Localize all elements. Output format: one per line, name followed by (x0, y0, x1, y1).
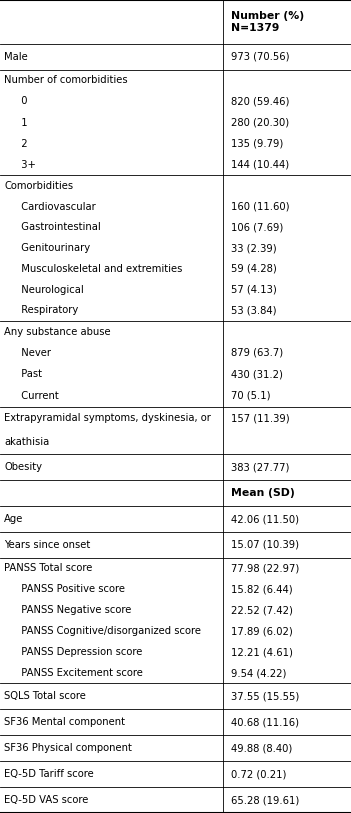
Text: Respiratory: Respiratory (15, 306, 78, 315)
Text: Neurological: Neurological (15, 285, 84, 294)
Text: Any substance abuse: Any substance abuse (4, 327, 111, 337)
Text: PANSS Positive score: PANSS Positive score (15, 585, 125, 594)
Text: PANSS Cognitive/disorganized score: PANSS Cognitive/disorganized score (15, 626, 201, 636)
Text: 430 (31.2): 430 (31.2) (231, 369, 283, 380)
Text: Years since onset: Years since onset (4, 540, 91, 550)
Text: Obesity: Obesity (4, 463, 42, 472)
Text: 49.88 (8.40): 49.88 (8.40) (231, 743, 292, 753)
Text: 17.89 (6.02): 17.89 (6.02) (231, 626, 293, 636)
Text: 157 (11.39): 157 (11.39) (231, 414, 290, 424)
Text: akathisia: akathisia (4, 437, 49, 447)
Text: 0: 0 (15, 97, 27, 107)
Text: 383 (27.77): 383 (27.77) (231, 463, 289, 472)
Text: EQ-5D VAS score: EQ-5D VAS score (4, 795, 88, 805)
Text: Past: Past (15, 369, 42, 380)
Text: 65.28 (19.61): 65.28 (19.61) (231, 795, 299, 805)
Text: 15.07 (10.39): 15.07 (10.39) (231, 540, 299, 550)
Text: Never: Never (15, 348, 51, 358)
Text: 33 (2.39): 33 (2.39) (231, 243, 277, 253)
Text: Number of comorbidities: Number of comorbidities (4, 76, 128, 85)
Text: 1: 1 (15, 118, 27, 128)
Text: PANSS Excitement score: PANSS Excitement score (15, 668, 143, 678)
Text: Musculoskeletal and extremities: Musculoskeletal and extremities (15, 264, 182, 274)
Text: EQ-5D Tariff score: EQ-5D Tariff score (4, 769, 94, 779)
Text: Genitourinary: Genitourinary (15, 243, 90, 253)
Text: Extrapyramidal symptoms, dyskinesia, or: Extrapyramidal symptoms, dyskinesia, or (4, 414, 211, 424)
Text: 135 (9.79): 135 (9.79) (231, 139, 283, 149)
Text: 9.54 (4.22): 9.54 (4.22) (231, 668, 286, 678)
Text: 144 (10.44): 144 (10.44) (231, 160, 289, 170)
Text: 160 (11.60): 160 (11.60) (231, 202, 289, 211)
Text: Gastrointestinal: Gastrointestinal (15, 222, 100, 233)
Text: 40.68 (11.16): 40.68 (11.16) (231, 717, 299, 728)
Text: PANSS Depression score: PANSS Depression score (15, 647, 142, 657)
Text: Comorbidities: Comorbidities (4, 180, 73, 191)
Text: 59 (4.28): 59 (4.28) (231, 264, 277, 274)
Text: 879 (63.7): 879 (63.7) (231, 348, 283, 358)
Text: 37.55 (15.55): 37.55 (15.55) (231, 691, 299, 702)
Text: 973 (70.56): 973 (70.56) (231, 52, 289, 62)
Text: 3+: 3+ (15, 160, 35, 170)
Text: 280 (20.30): 280 (20.30) (231, 118, 289, 128)
Text: 12.21 (4.61): 12.21 (4.61) (231, 647, 293, 657)
Text: 15.82 (6.44): 15.82 (6.44) (231, 585, 292, 594)
Text: Cardiovascular: Cardiovascular (15, 202, 95, 211)
Text: SF36 Mental component: SF36 Mental component (4, 717, 125, 728)
Text: 77.98 (22.97): 77.98 (22.97) (231, 563, 299, 573)
Text: Mean (SD): Mean (SD) (231, 488, 294, 498)
Text: 57 (4.13): 57 (4.13) (231, 285, 277, 294)
Text: 2: 2 (15, 139, 27, 149)
Text: 53 (3.84): 53 (3.84) (231, 306, 276, 315)
Text: 22.52 (7.42): 22.52 (7.42) (231, 605, 293, 615)
Text: 820 (59.46): 820 (59.46) (231, 97, 289, 107)
Text: 0.72 (0.21): 0.72 (0.21) (231, 769, 286, 779)
Text: Male: Male (4, 52, 28, 62)
Text: 106 (7.69): 106 (7.69) (231, 222, 283, 233)
Text: PANSS Negative score: PANSS Negative score (15, 605, 131, 615)
Text: 42.06 (11.50): 42.06 (11.50) (231, 514, 299, 524)
Text: 70 (5.1): 70 (5.1) (231, 391, 270, 401)
Text: Number (%)
N=1379: Number (%) N=1379 (231, 11, 304, 33)
Text: PANSS Total score: PANSS Total score (4, 563, 93, 573)
Text: Age: Age (4, 514, 24, 524)
Text: SF36 Physical component: SF36 Physical component (4, 743, 132, 753)
Text: SQLS Total score: SQLS Total score (4, 691, 86, 702)
Text: Current: Current (15, 391, 59, 401)
